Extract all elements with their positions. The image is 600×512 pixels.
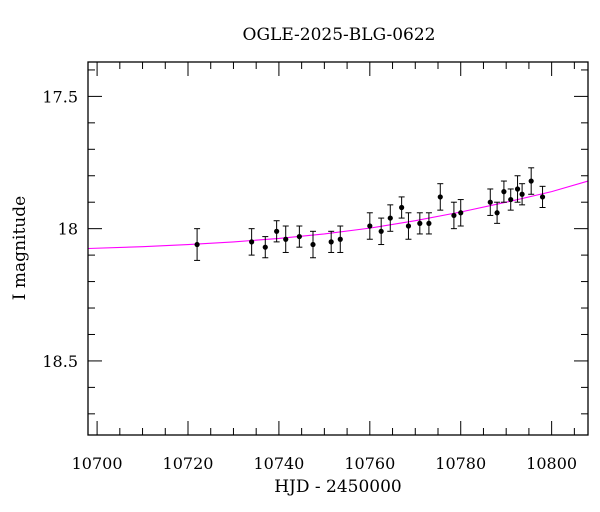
data-point (328, 239, 334, 245)
data-point-group (539, 185, 546, 208)
model-curve-layer (87, 180, 589, 250)
x-tick-label: 10740 (253, 454, 304, 473)
y-tick-label: 18 (58, 220, 78, 239)
data-point-group (519, 183, 526, 206)
y-axis-label: I magnitude (10, 196, 30, 300)
data-point (451, 212, 457, 219)
data-point-group (487, 188, 494, 216)
data-point (405, 223, 412, 229)
data-point (501, 189, 507, 195)
data-point (494, 210, 500, 216)
data-point (399, 204, 405, 211)
data-point-group (398, 196, 405, 219)
data-point-group (457, 199, 464, 227)
y-tick-label: 17.5 (42, 87, 78, 106)
model-curve-line (87, 180, 589, 250)
x-axis-ticks: 10700 10720 10740 10760 10780 10800 (72, 62, 577, 473)
data-point-group (282, 225, 289, 253)
data-point-group (405, 212, 412, 240)
data-point (310, 241, 316, 248)
data-point-group (248, 228, 255, 256)
x-axis-label: HJD - 2450000 (274, 477, 402, 497)
data-point (508, 196, 514, 203)
data-point-group (450, 201, 457, 230)
data-point-group (425, 212, 432, 235)
data-point (528, 178, 534, 184)
data-point-group (387, 204, 394, 232)
data-point-group (194, 228, 201, 261)
data-point (437, 194, 443, 200)
data-point (387, 215, 393, 221)
data-point-group (514, 175, 521, 203)
data-point-group (273, 220, 280, 243)
data-point-group (507, 188, 514, 211)
data-point-group (337, 225, 344, 253)
y-axis-ticks: 17.5 18 18.5 (42, 69, 588, 415)
data-point-group (494, 201, 501, 224)
data-point-group (378, 217, 385, 246)
data-point (367, 223, 373, 229)
data-point-group (310, 230, 316, 259)
data-point-group (416, 212, 423, 235)
data-point (417, 220, 423, 226)
data-point (458, 210, 464, 216)
plot-frame (87, 61, 589, 436)
data-point (337, 236, 343, 242)
data-point (274, 228, 280, 234)
data-point-group (437, 183, 444, 211)
data-point-group (262, 236, 269, 259)
data-point-group (296, 225, 303, 248)
x-tick-label: 10800 (526, 454, 577, 473)
data-point (378, 228, 384, 234)
data-point (249, 239, 255, 245)
data-point-group (328, 230, 335, 253)
data-point-group (500, 180, 507, 203)
data-point (539, 194, 546, 200)
x-tick-label: 10760 (344, 454, 395, 473)
data-point-group (528, 167, 535, 195)
x-tick-label: 10720 (163, 454, 214, 473)
x-tick-label: 10700 (72, 454, 123, 473)
data-point (283, 236, 289, 242)
data-point (519, 191, 525, 197)
data-point (262, 244, 268, 250)
data-point (296, 233, 302, 240)
data-points-layer (194, 167, 546, 261)
data-point (426, 220, 432, 226)
data-point (514, 186, 521, 192)
x-tick-label: 10780 (435, 454, 486, 473)
data-point (487, 199, 493, 205)
chart-title: OGLE-2025-BLG-0622 (243, 25, 436, 45)
data-point (194, 241, 200, 248)
data-point-group (366, 212, 373, 240)
y-tick-label: 18.5 (42, 352, 78, 371)
